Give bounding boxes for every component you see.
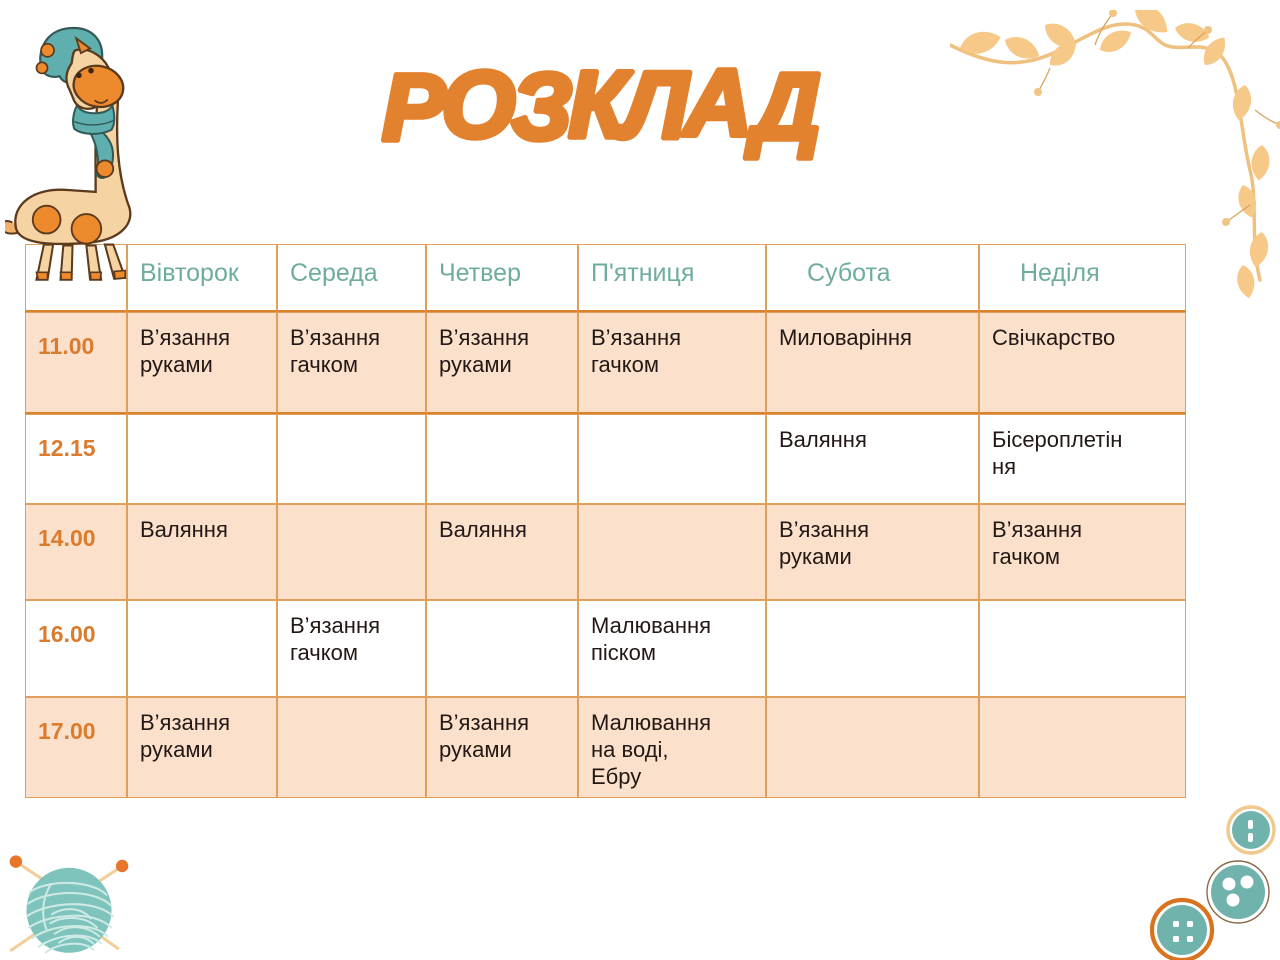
svg-text:РОЗКЛАД: РОЗКЛАД (382, 50, 819, 161)
